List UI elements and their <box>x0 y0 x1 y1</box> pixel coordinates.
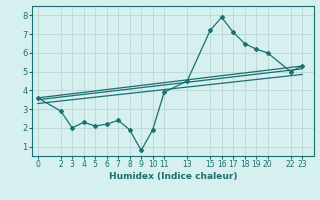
X-axis label: Humidex (Indice chaleur): Humidex (Indice chaleur) <box>108 172 237 181</box>
